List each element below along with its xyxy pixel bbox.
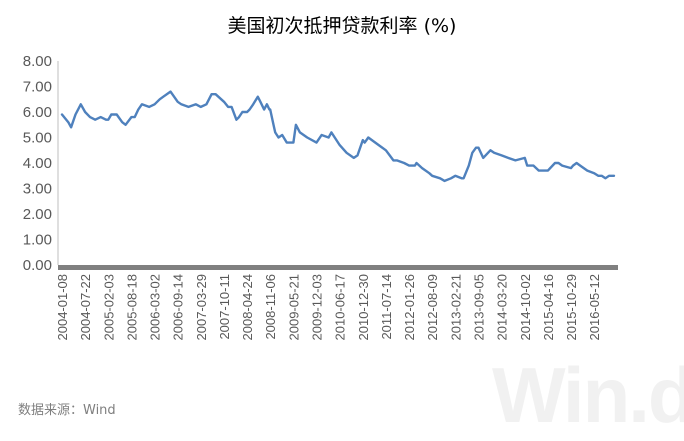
x-tick-label: 2006-03-02 (148, 274, 163, 341)
y-tick-label: 2.00 (23, 206, 52, 223)
watermark-logo: Win.d (492, 351, 684, 439)
x-tick-label: 2004-07-22 (78, 274, 93, 341)
x-tick-label: 2013-02-21 (448, 274, 463, 341)
x-tick-label: 2005-02-03 (101, 274, 116, 341)
x-tick-label: 2006-09-14 (171, 274, 186, 341)
y-tick-label: 0.00 (23, 257, 52, 274)
plot-area (60, 90, 616, 183)
y-tick-label: 1.00 (23, 232, 52, 249)
series-line-0 (60, 90, 616, 183)
x-tick-label: 2008-04-24 (240, 274, 255, 341)
x-tick-label: 2007-10-11 (217, 274, 232, 340)
y-tick-label: 8.00 (23, 53, 52, 70)
x-tick-label: 2007-03-29 (194, 274, 209, 341)
x-tick-label: 2015-04-16 (541, 274, 556, 341)
y-tick-label: 6.00 (23, 104, 52, 121)
chart-title: 美国初次抵押贷款利率 (%) (228, 15, 457, 37)
data-source-note: 数据来源：Wind (18, 403, 116, 418)
y-axis: 0.00 1.00 2.00 3.00 4.00 5.00 6.00 7.00 8.00 (23, 53, 59, 274)
x-tick-label: 2004-01-08 (55, 274, 70, 341)
x-axis: 2004-01-08 2004-07-22 2005-02-03 2005-08-18… (55, 265, 618, 341)
x-tick-label: 2009-05-21 (286, 274, 301, 341)
x-tick-label: 2009-12-03 (310, 274, 325, 341)
x-axis-line (58, 265, 618, 270)
x-tick-label: 2010-06-17 (333, 274, 348, 341)
x-tick-label: 2013-09-05 (471, 274, 486, 341)
y-tick-label: 4.00 (23, 155, 52, 172)
x-tick-label: 2012-08-09 (425, 274, 440, 341)
x-tick-label: 2014-10-02 (518, 274, 533, 341)
x-tick-label: 2010-12-30 (356, 274, 371, 341)
x-tick-label: 2008-11-06 (263, 274, 278, 340)
x-tick-label: 2014-03-20 (495, 274, 510, 341)
x-tick-label: 2016-05-12 (587, 274, 602, 341)
x-tick-label: 2012-01-26 (402, 274, 417, 341)
x-tick-label: 2005-08-18 (124, 274, 139, 341)
x-tick-label: 2015-10-29 (564, 274, 579, 341)
y-tick-label: 3.00 (23, 181, 52, 198)
x-tick-label: 2011-07-14 (379, 274, 394, 340)
y-tick-label: 7.00 (23, 79, 52, 96)
y-tick-label: 5.00 (23, 130, 52, 147)
